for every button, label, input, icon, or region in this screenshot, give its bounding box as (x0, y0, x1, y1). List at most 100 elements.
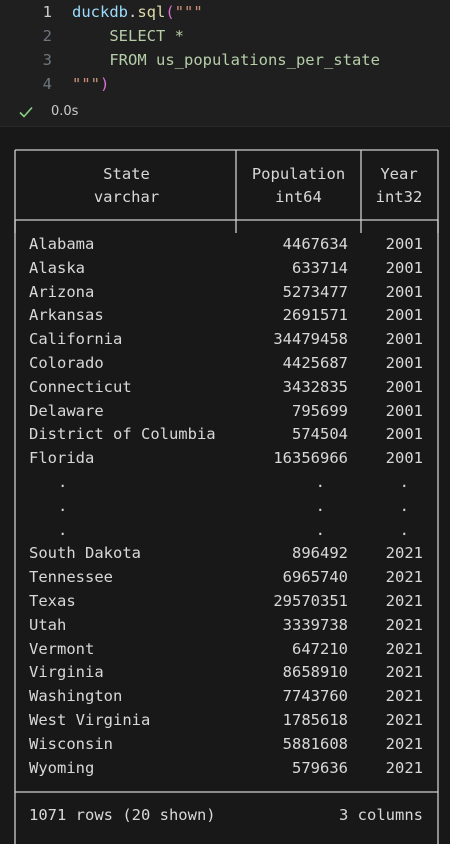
table-cell: 896492 (292, 544, 348, 562)
code-token: """ (72, 75, 100, 93)
table-cell: 4467634 (282, 235, 348, 253)
table-cell: Tennessee (29, 568, 113, 586)
table-cell: 633714 (292, 259, 348, 277)
table-cell: 2001 (385, 425, 423, 443)
ellipsis-marker: . (58, 521, 68, 539)
table-cell: Wyoming (29, 759, 95, 777)
ellipsis-marker: . (315, 521, 325, 539)
output-divider (0, 126, 450, 127)
table-cell: 2001 (385, 449, 423, 467)
table-cell: 6965740 (282, 568, 348, 586)
column-header-name: Population (251, 165, 346, 183)
code-token: . (128, 3, 138, 21)
column-header-type: varchar (93, 188, 160, 206)
table-cell: Texas (29, 592, 76, 610)
table-cell: 2021 (385, 711, 423, 729)
line-number: 1 (42, 3, 52, 21)
table-cell: 2001 (385, 330, 423, 348)
ellipsis-marker: . (315, 473, 325, 491)
table-cell: West Virginia (29, 711, 151, 729)
table-cell: 3432835 (282, 378, 348, 396)
table-cell: 574504 (292, 425, 348, 443)
table-cell: 5273477 (282, 283, 348, 301)
code-editor[interactable]: 1 duckdb.sql(""" 2 SELECT * 3 FROM us_popul… (0, 0, 450, 96)
table-cell: Vermont (29, 640, 95, 658)
table-cell: 1785618 (282, 711, 348, 729)
table-borders (14, 149, 439, 844)
table-cell: Arizona (29, 283, 95, 301)
table-cell: 647210 (292, 640, 348, 658)
table-cell: Alabama (29, 235, 95, 253)
table-cell: Arkansas (29, 306, 104, 324)
ellipsis-marker: . (399, 521, 409, 539)
column-header-type: int64 (275, 188, 322, 206)
output-area[interactable]: State varchar Population int64 Year int32 Alab… (0, 127, 450, 844)
ellipsis-marker: . (58, 473, 68, 491)
table-cell: Wisconsin (29, 735, 113, 753)
line-number: 2 (42, 27, 52, 45)
table-cell: California (29, 330, 123, 348)
table-cell: 2021 (385, 592, 423, 610)
table-cell: Delaware (29, 402, 104, 420)
table-cell: 34479458 (273, 330, 348, 348)
table-cell: 3339738 (282, 616, 348, 634)
table-cell: 2001 (385, 378, 423, 396)
column-header-type: int32 (375, 188, 423, 206)
row-count: 1071 rows (20 shown) (29, 806, 216, 824)
table-cell: 579636 (292, 759, 348, 777)
table-cell: 2021 (385, 544, 423, 562)
table-cell: Virginia (29, 663, 104, 681)
table-cell: 7743760 (282, 687, 348, 705)
table-cell: 2021 (385, 640, 423, 658)
table-cell: 8658910 (282, 663, 348, 681)
code-text[interactable]: duckdb.sql(""" (72, 0, 203, 24)
code-token: FROM us_populations_per_state (72, 51, 380, 69)
table-cell: 2691571 (282, 306, 348, 324)
code-token: SELECT * (72, 27, 184, 45)
table-cell: South Dakota (29, 544, 141, 562)
table-cell: 2001 (385, 306, 423, 324)
table-cell: Colorado (29, 354, 104, 372)
ellipsis-marker: . (399, 497, 409, 515)
execution-duration: 0.0s (51, 104, 79, 119)
table-cell: 2021 (385, 735, 423, 753)
table-cell: District of Columbia (29, 425, 216, 443)
table-cell: Washington (29, 687, 123, 705)
code-text[interactable]: """) (72, 72, 109, 96)
table-cell: 795699 (292, 402, 348, 420)
table-cell: Connecticut (29, 378, 132, 396)
table-cell: 16356966 (273, 449, 348, 467)
check-icon (19, 106, 33, 118)
table-cell: 5881608 (282, 735, 348, 753)
column-header-name: Year (380, 165, 418, 183)
column-header-name: State (103, 165, 150, 183)
ellipsis-marker: . (315, 497, 325, 515)
table-cell: 2021 (385, 759, 423, 777)
cell-status: 0.0s (0, 100, 450, 124)
ellipsis-marker: . (58, 497, 68, 515)
line-number: 3 (42, 51, 52, 69)
table-cell: Utah (29, 616, 67, 634)
table-cell: 2021 (385, 616, 423, 634)
code-token: sql (137, 3, 166, 21)
code-token: """ (174, 3, 203, 21)
table-cell: 4425687 (282, 354, 348, 372)
table-cell: 2001 (385, 235, 423, 253)
table-cell: 2001 (385, 283, 423, 301)
table-cell: Alaska (29, 259, 85, 277)
table-cell: 29570351 (273, 592, 348, 610)
table-cell: 2001 (385, 259, 423, 277)
table-cell: 2021 (385, 687, 423, 705)
code-text[interactable]: FROM us_populations_per_state (72, 48, 380, 72)
table-cell: 2021 (385, 663, 423, 681)
table-cell: 2001 (385, 402, 423, 420)
code-token: ( (165, 3, 175, 21)
column-count: 3 columns (339, 806, 423, 824)
code-token: duckdb (72, 3, 128, 21)
code-text[interactable]: SELECT * (72, 24, 184, 48)
table-cell: Florida (29, 449, 95, 467)
line-number: 4 (42, 75, 52, 93)
table-cell: 2001 (385, 354, 423, 372)
table-cell: 2021 (385, 568, 423, 586)
ellipsis-marker: . (399, 473, 409, 491)
